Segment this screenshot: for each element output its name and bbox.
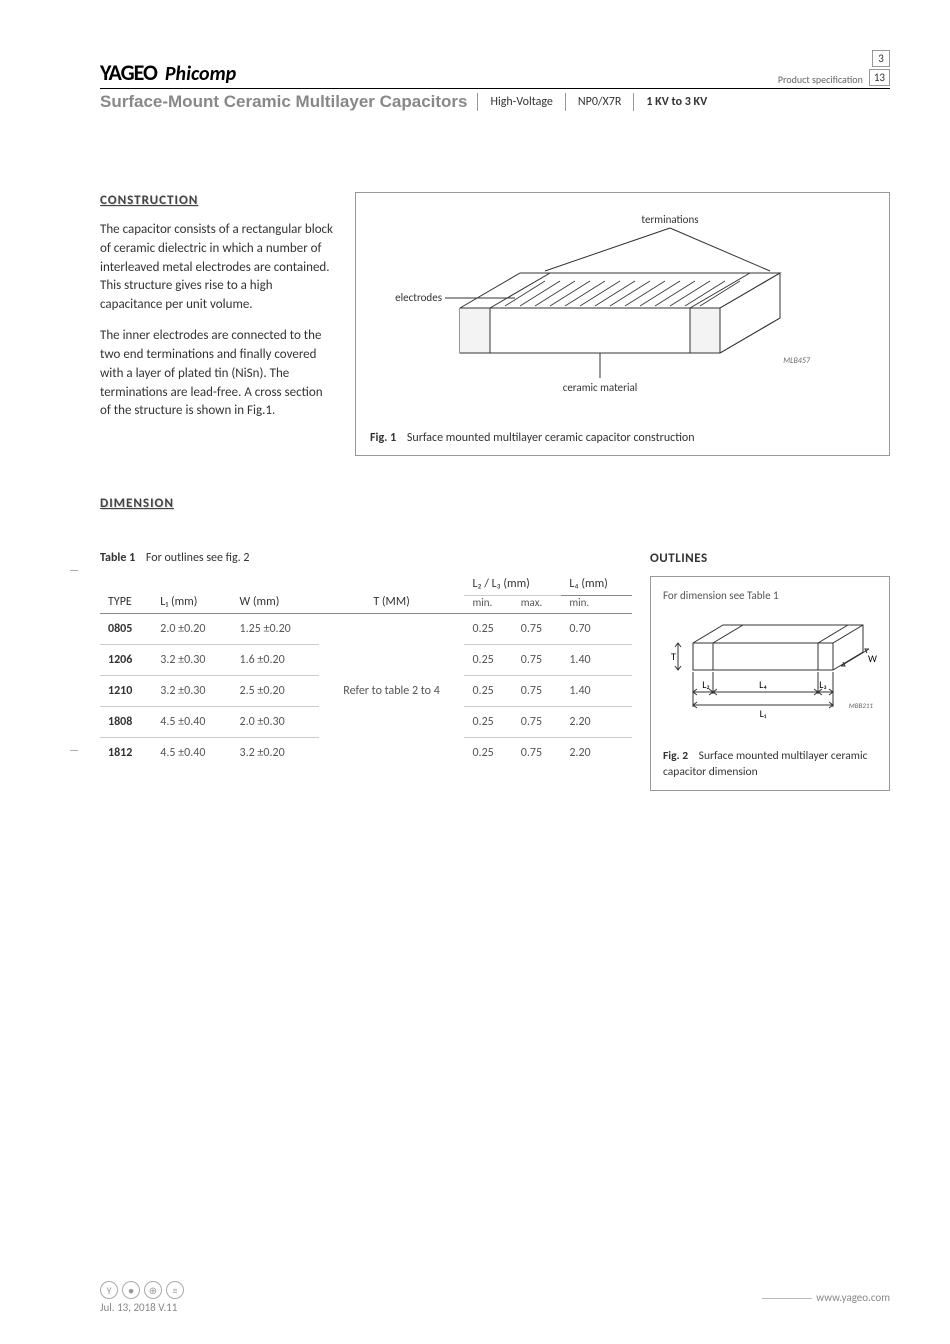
brand: YAGEO Phicomp bbox=[100, 59, 236, 86]
page-header: YAGEO Phicomp Product specification 3 13… bbox=[100, 50, 890, 112]
footer-icon: ≡ bbox=[166, 1281, 184, 1299]
table1-caption: Table 1 For outlines see fig. 2 bbox=[100, 551, 632, 565]
svg-text:T: T bbox=[671, 650, 676, 663]
th-type: TYPE bbox=[100, 571, 152, 614]
page-number: 3 bbox=[872, 50, 890, 67]
prodspec-label: Product specification bbox=[778, 73, 863, 86]
table1-num: Table 1 bbox=[100, 551, 135, 565]
table-cell: 2.20 bbox=[561, 738, 632, 769]
table-cell: 0.70 bbox=[561, 614, 632, 645]
th-t: T (MM) bbox=[319, 571, 465, 614]
table-cell: 2.0 ±0.20 bbox=[152, 614, 231, 645]
doc-title: Surface-Mount Ceramic Multilayer Capacit… bbox=[100, 92, 477, 112]
th-l1: L₁ (mm) bbox=[152, 571, 231, 614]
figure-2-label: Fig. 2 Surface mounted multilayer cerami… bbox=[663, 748, 877, 780]
table-cell: 1206 bbox=[100, 645, 152, 676]
header-col2: NP0/X7R bbox=[566, 95, 634, 109]
table-cell: 0.25 bbox=[464, 676, 512, 707]
table-cell: 3.2 ±0.20 bbox=[232, 738, 319, 769]
construction-title: CONSTRUCTION bbox=[100, 192, 335, 211]
svg-text:L₃: L₃ bbox=[819, 678, 827, 691]
th-l4: L₄ (mm) bbox=[561, 571, 632, 596]
footer-icon: ⊕ bbox=[144, 1281, 162, 1299]
construction-section: CONSTRUCTION The capacitor consists of a… bbox=[100, 192, 890, 456]
table-cell: 3.2 ±0.30 bbox=[152, 645, 231, 676]
fig1-caption: Surface mounted multilayer ceramic capac… bbox=[407, 431, 695, 445]
footer-icon: ● bbox=[122, 1281, 140, 1299]
table-cell: 0.75 bbox=[513, 707, 562, 738]
outbox-caption: For dimension see Table 1 bbox=[663, 589, 877, 602]
footer-icon: Y bbox=[100, 1281, 118, 1299]
table-cell: 0.25 bbox=[464, 707, 512, 738]
table-cell: 0805 bbox=[100, 614, 152, 645]
table-row: 08052.0 ±0.201.25 ±0.20Refer to table 2 … bbox=[100, 614, 632, 645]
page-total: 13 bbox=[869, 69, 890, 86]
table-cell: 0.75 bbox=[513, 676, 562, 707]
dimension-table: TYPE L₁ (mm) W (mm) T (MM) L₂ / L₃ (mm) … bbox=[100, 571, 632, 768]
table1-caption-text: For outlines see fig. 2 bbox=[146, 551, 250, 565]
svg-text:L₁: L₁ bbox=[760, 707, 767, 720]
brand-phicomp: Phicomp bbox=[165, 62, 236, 86]
table-cell: 1210 bbox=[100, 676, 152, 707]
svg-text:L₄: L₄ bbox=[759, 678, 767, 691]
dimension-section: Table 1 For outlines see fig. 2 TYPE L₁ … bbox=[100, 551, 890, 791]
table-cell-merged: Refer to table 2 to 4 bbox=[319, 614, 465, 769]
table-cell: 4.5 ±0.40 bbox=[152, 707, 231, 738]
svg-text:ceramic material: ceramic material bbox=[563, 381, 638, 394]
capacitor-dimension-diagram: T W L₂ L₄ L₃ L₁ MBB211 bbox=[663, 610, 878, 740]
dimension-title: DIMENSION bbox=[100, 496, 890, 511]
fig1-num: Fig. 1 bbox=[370, 431, 396, 445]
fig2-caption: Surface mounted multilayer ceramic capac… bbox=[663, 749, 867, 779]
table-cell: 2.0 ±0.30 bbox=[232, 707, 319, 738]
svg-text:L₂: L₂ bbox=[702, 678, 710, 691]
table-cell: 1.40 bbox=[561, 676, 632, 707]
footer-date: Jul. 13, 2018 V.11 bbox=[100, 1301, 184, 1314]
table-cell: 1.6 ±0.20 bbox=[232, 645, 319, 676]
table-cell: 4.5 ±0.40 bbox=[152, 738, 231, 769]
svg-text:MBB211: MBB211 bbox=[849, 701, 874, 710]
capacitor-construction-diagram: terminations electrodes ceramic material… bbox=[370, 203, 850, 423]
th-w: W (mm) bbox=[232, 571, 319, 614]
table-cell: 0.75 bbox=[513, 645, 562, 676]
outlines-block: OUTLINES For dimension see Table 1 bbox=[650, 551, 890, 791]
subheader: Surface-Mount Ceramic Multilayer Capacit… bbox=[100, 92, 890, 112]
figure-2-box: For dimension see Table 1 bbox=[650, 576, 890, 791]
th-l4min: min. bbox=[561, 596, 632, 614]
table-cell: 2.5 ±0.20 bbox=[232, 676, 319, 707]
table-cell: 2.20 bbox=[561, 707, 632, 738]
th-l23: L₂ / L₃ (mm) bbox=[464, 571, 561, 596]
table-cell: 1812 bbox=[100, 738, 152, 769]
table-cell: 0.75 bbox=[513, 738, 562, 769]
page-footer: Y ● ⊕ ≡ Jul. 13, 2018 V.11 www.yageo.com bbox=[100, 1281, 890, 1314]
table-cell: 0.25 bbox=[464, 645, 512, 676]
table-cell: 0.75 bbox=[513, 614, 562, 645]
table-cell: 3.2 ±0.30 bbox=[152, 676, 231, 707]
header-col3: 1 KV to 3 KV bbox=[634, 95, 719, 109]
brand-yageo: YAGEO bbox=[100, 59, 157, 86]
table-cell: 0.25 bbox=[464, 738, 512, 769]
th-min: min. bbox=[464, 596, 512, 614]
svg-text:W: W bbox=[868, 652, 877, 665]
table-cell: 1.40 bbox=[561, 645, 632, 676]
outlines-title: OUTLINES bbox=[650, 551, 890, 566]
svg-text:terminations: terminations bbox=[641, 213, 698, 226]
construction-p1: The capacitor consists of a rectangular … bbox=[100, 221, 335, 315]
svg-text:electrodes: electrodes bbox=[395, 291, 442, 304]
footer-icons: Y ● ⊕ ≡ bbox=[100, 1281, 184, 1299]
figure-1-box: terminations electrodes ceramic material… bbox=[355, 192, 890, 456]
header-col1: High-Voltage bbox=[478, 95, 564, 109]
table-cell: 1808 bbox=[100, 707, 152, 738]
footer-site: www.yageo.com bbox=[762, 1291, 890, 1304]
svg-text:MLB457: MLB457 bbox=[783, 356, 811, 366]
table-cell: 1.25 ±0.20 bbox=[232, 614, 319, 645]
figure-1-label: Fig. 1 Surface mounted multilayer cerami… bbox=[370, 431, 875, 445]
table-cell: 0.25 bbox=[464, 614, 512, 645]
th-max: max. bbox=[513, 596, 562, 614]
fig2-num: Fig. 2 bbox=[663, 749, 688, 763]
construction-p2: The inner electrodes are connected to th… bbox=[100, 327, 335, 421]
